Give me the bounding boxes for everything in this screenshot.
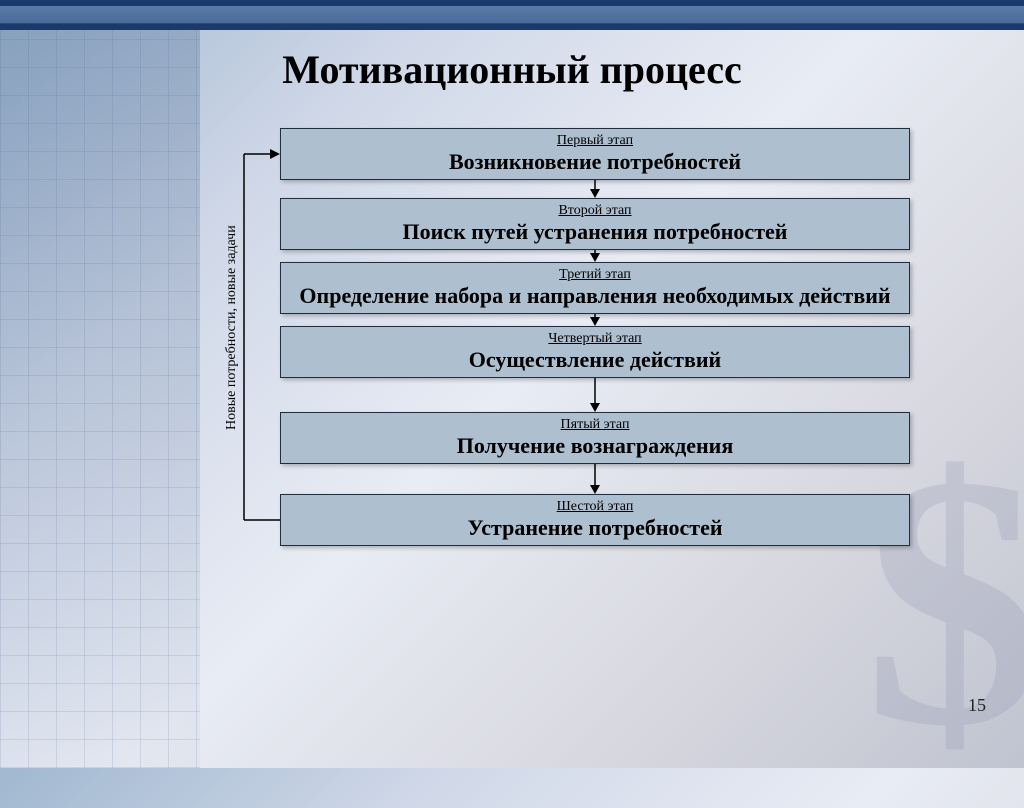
stage-text: Устранение потребностей <box>289 515 901 541</box>
stage-label: Первый этап <box>289 133 901 149</box>
stage-box: Шестой этап Устранение потребностей <box>280 494 910 546</box>
bg-grid <box>0 0 200 768</box>
stage-box: Пятый этап Получение вознаграждения <box>280 412 910 464</box>
flowchart: Первый этап Возникновение потребностей В… <box>280 128 910 546</box>
stage-text: Определение набора и направления необход… <box>289 283 901 309</box>
stage-box: Третий этап Определение набора и направл… <box>280 262 910 314</box>
stage-box: Первый этап Возникновение потребностей <box>280 128 910 180</box>
stage-box: Четвертый этап Осуществление действий <box>280 326 910 378</box>
page-title: Мотивационный процесс <box>0 46 1024 93</box>
stage-label: Четвертый этап <box>289 331 901 347</box>
top-accent-bars <box>0 0 1024 30</box>
stage-label: Пятый этап <box>289 417 901 433</box>
feedback-label: Новые потребности, новые задачи <box>224 225 240 430</box>
stage-text: Осуществление действий <box>289 347 901 373</box>
stage-label: Шестой этап <box>289 499 901 515</box>
slide-number: 15 <box>968 695 986 716</box>
stage-label: Второй этап <box>289 203 901 219</box>
stage-text: Поиск путей устранения потребностей <box>289 219 901 245</box>
stage-text: Получение вознаграждения <box>289 433 901 459</box>
stage-label: Третий этап <box>289 267 901 283</box>
stage-box: Второй этап Поиск путей устранения потре… <box>280 198 910 250</box>
stage-text: Возникновение потребностей <box>289 149 901 175</box>
